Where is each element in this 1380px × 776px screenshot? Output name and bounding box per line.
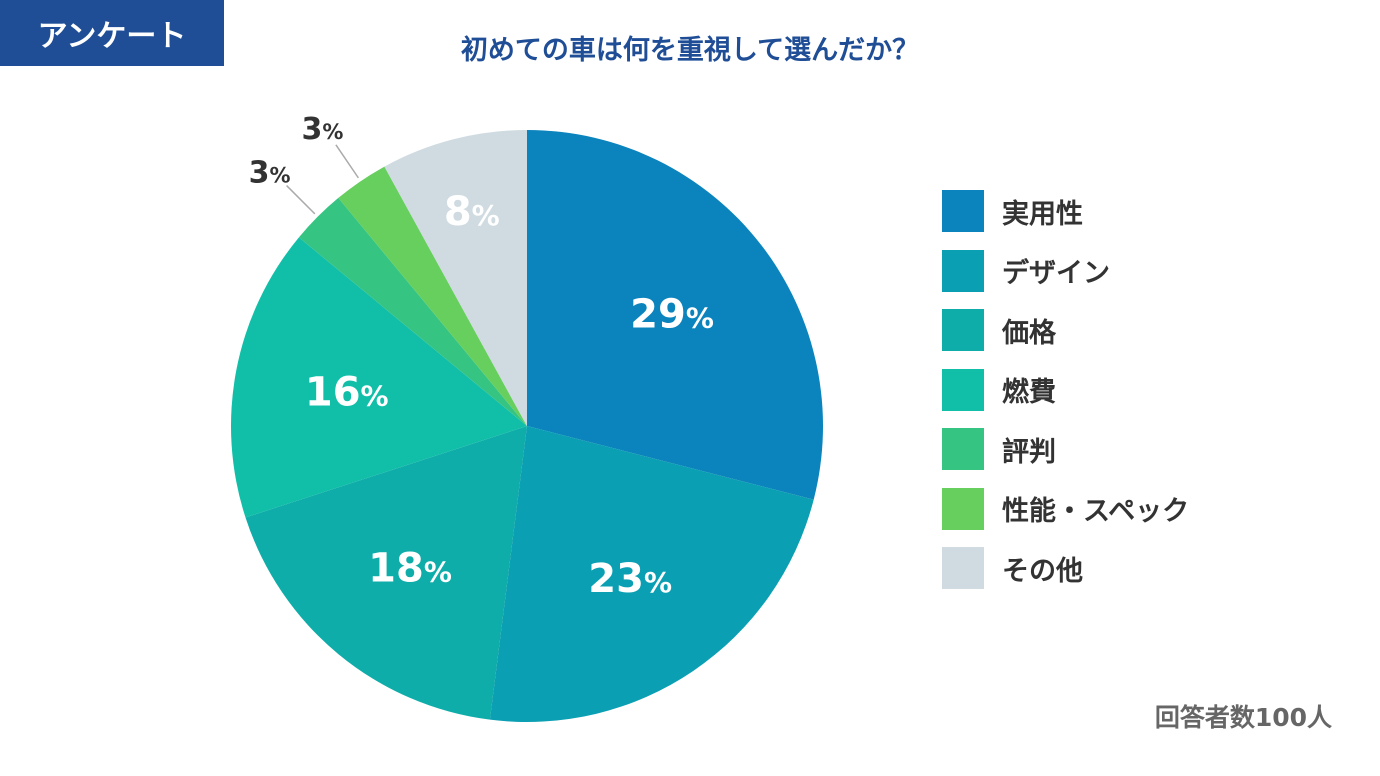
legend-label-1: デザイン <box>1002 258 1110 289</box>
legend-label-6: その他 <box>1002 555 1083 587</box>
legend-item-3: 燃費 <box>942 368 1189 411</box>
legend-swatch-5 <box>942 487 984 530</box>
chart-title: 初めての車は何を重視して選んだか？ <box>460 35 920 66</box>
pie-slice-1 <box>489 426 814 722</box>
legend-swatch-0 <box>942 190 984 232</box>
slice-value-label-5: 3% <box>301 112 343 147</box>
legend-item-1: デザイン <box>942 249 1189 292</box>
legend-swatch-1 <box>942 249 984 292</box>
legend-swatch-6 <box>942 547 984 589</box>
legend-label-2: 価格 <box>1002 317 1056 349</box>
legend-item-0: 実用性 <box>942 190 1189 232</box>
pie-slice-4 <box>298 197 527 426</box>
legend-swatch-3 <box>942 368 984 411</box>
leader-line-5 <box>335 144 359 179</box>
slice-value-label-4: 3% <box>249 156 291 191</box>
legend-item-5: 性能・スペック <box>942 487 1190 530</box>
leader-line-4 <box>286 185 316 215</box>
legend-item-6: その他 <box>942 547 1189 589</box>
pie-slice-0 <box>527 130 823 500</box>
slice-value-label-0: 29% <box>630 292 714 338</box>
pie-slice-3 <box>231 237 527 518</box>
slice-value-label-2: 18% <box>368 545 452 591</box>
chart-legend: 実用性デザイン価格燃費評判性能・スペック その他 <box>942 190 1189 607</box>
survey-tag: アンケート <box>0 0 224 66</box>
slice-value-label-3: 16% <box>305 370 389 416</box>
pie-slice-6 <box>384 130 527 426</box>
respondent-count: 回答者数100人 <box>1154 703 1332 732</box>
legend-item-2: 価格 <box>942 309 1189 351</box>
legend-swatch-4 <box>942 428 984 470</box>
slice-value-label-1: 23% <box>588 556 672 602</box>
pie-slice-5 <box>338 166 527 426</box>
slice-value-label-6: 8% <box>444 189 500 235</box>
legend-item-4: 評判 <box>942 428 1189 470</box>
legend-label-0: 実用性 <box>1002 198 1083 230</box>
legend-label-4: 評判 <box>1002 436 1056 468</box>
legend-label-3: 燃費 <box>1002 377 1056 408</box>
legend-swatch-2 <box>942 309 984 351</box>
pie-slice-2 <box>245 426 527 720</box>
legend-label-5: 性能・スペック <box>1002 496 1190 527</box>
